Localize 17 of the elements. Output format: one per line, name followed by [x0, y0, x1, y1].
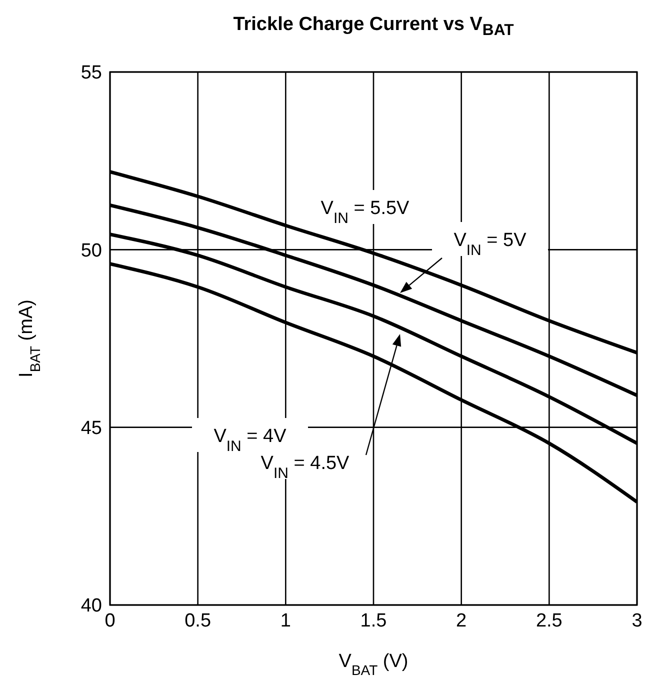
x-tick-label: 2	[456, 610, 467, 632]
chart-title: Trickle Charge Current vs V$_{BAT}$	[232, 14, 515, 40]
y-tick-label: 40	[80, 596, 102, 617]
x-tick-label: 3	[632, 610, 642, 632]
x-axis-title: V$_{BAT}$ (V)	[338, 651, 408, 678]
y-tick-label: 55	[80, 62, 102, 84]
annotation: V$_{IN}$ = 4V	[214, 426, 287, 454]
annotation: V$_{IN}$ = 4.5V	[260, 453, 350, 482]
annotation: V$_{IN}$ = 5.5V	[320, 198, 410, 226]
annotation: V$_{IN}$ = 5V	[454, 230, 527, 258]
y-tick-label: 45	[80, 418, 102, 440]
x-tick-label: 0.5	[184, 610, 212, 632]
y-tick-label: 50	[80, 240, 102, 262]
x-tick-label: 1.5	[360, 610, 387, 632]
x-tick-label: 2.5	[536, 610, 562, 632]
x-tick-label: 0	[104, 610, 116, 632]
x-tick-label: 1	[280, 610, 291, 632]
